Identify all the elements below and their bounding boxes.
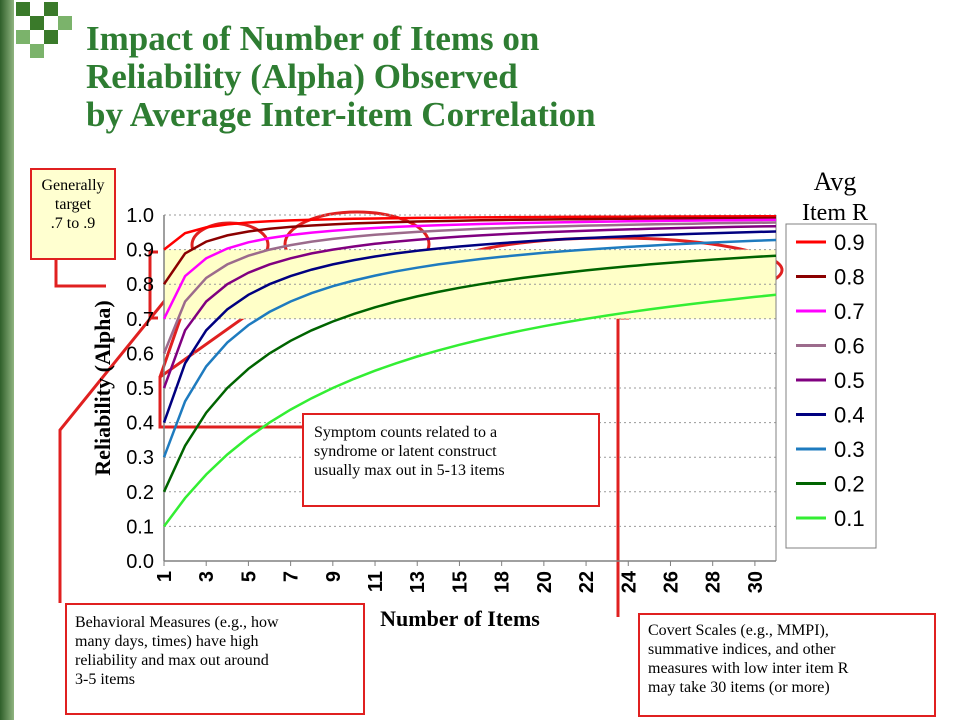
y-tick-label: 0.7 [126, 309, 154, 331]
legend-title-line-2: Item R [802, 200, 868, 226]
behavioral-callout-line-4: 3-5 items [75, 671, 135, 688]
y-tick-label: 0.2 [126, 482, 154, 504]
legend-label: 0.3 [834, 437, 865, 462]
y-axis-title: Reliability (Alpha) [90, 300, 115, 475]
x-tick-label: 30 [745, 571, 767, 593]
x-tick-label: 28 [703, 571, 725, 593]
symptom-callout-line-3: usually max out in 5-13 items [314, 462, 505, 479]
x-axis-title: Number of Items [380, 606, 540, 631]
x-tick-label: 7 [281, 571, 303, 582]
behavioral-callout-line-2: many days, times) have high [75, 633, 259, 650]
target-callout-line-3: .7 to .9 [50, 215, 96, 232]
behavioral-callout-line-3: reliability and max out around [75, 652, 269, 669]
legend-label: 0.5 [834, 368, 865, 393]
legend-label: 0.6 [834, 334, 865, 359]
title-line-1: Impact of Number of Items on [86, 19, 540, 58]
x-tick-label: 24 [618, 570, 640, 593]
x-tick-label: 18 [492, 571, 514, 593]
title-line-3: by Average Inter-item Correlation [86, 95, 596, 134]
x-tick-label: 11 [365, 571, 387, 592]
y-tick-label: 0.8 [126, 274, 154, 296]
plot-area: 0.00.10.20.30.40.50.60.70.80.91.01 3 5 7 9 11… [90, 205, 777, 631]
page-title: Impact of Number of Items on Reliability… [86, 20, 946, 134]
covert-callout-line-1: Covert Scales (e.g., MMPI), [648, 622, 829, 639]
x-tick-label: 22 [576, 571, 598, 593]
slide-sidebar [0, 0, 14, 720]
legend-label: 0.4 [834, 403, 865, 428]
y-tick-label: 0.3 [126, 447, 154, 469]
series-line-0-8 [162, 216, 777, 285]
legend-title: Avg [814, 167, 857, 196]
series-line-0-6 [162, 221, 777, 354]
behavioral-measures-callout: Behavioral Measures (e.g., how many days… [65, 603, 365, 715]
target-pointer [54, 258, 106, 288]
checker-logo-icon [16, 2, 72, 58]
y-tick-label: 0.4 [126, 413, 154, 435]
target-callout-line-2: target [54, 196, 92, 213]
symptom-callout-line-2: syndrome or latent construct [314, 443, 497, 460]
covert-scales-callout: Covert Scales (e.g., MMPI), summative in… [638, 613, 936, 717]
symptom-pointer [158, 260, 323, 429]
series-line-0-4 [162, 230, 777, 424]
legend-label: 0.2 [834, 472, 865, 497]
x-tick-label: 9 [323, 571, 345, 582]
legend-label: 0.9 [834, 230, 865, 255]
y-tick-label: 0.6 [126, 343, 154, 365]
x-tick-label: 3 [196, 571, 218, 582]
title-line-2: Reliability (Alpha) Observed [86, 57, 518, 96]
behavioral-pointer [58, 261, 198, 603]
series-line-0-7 [162, 218, 777, 320]
target-bracket [148, 250, 158, 320]
y-tick-label: 1.0 [126, 205, 154, 227]
x-tick-label: 13 [407, 571, 429, 593]
target-callout-line-1: Generally [41, 177, 105, 194]
series-line-0-2 [162, 254, 777, 493]
x-tick-label: 1 [154, 571, 176, 582]
y-tick-label: 0.0 [126, 551, 154, 573]
covert-callout-line-2: summative indices, and other [648, 641, 836, 658]
legend-label: 0.8 [834, 265, 865, 290]
series-line-0-9 [163, 215, 776, 251]
x-tick-label: 20 [534, 571, 556, 593]
target-range-callout: Generally target .7 to .9 [30, 168, 116, 260]
series-line-0-5 [162, 224, 777, 389]
y-tick-label: 0.1 [126, 516, 154, 538]
symptom-callout-line-1: Symptom counts related to a [314, 424, 498, 441]
covert-callout-line-3: measures with low inter item R [648, 660, 849, 677]
symptom-counts-callout: Symptom counts related to a syndrome or … [302, 413, 600, 507]
legend-label: 0.7 [834, 299, 865, 324]
behavioral-callout-line-1: Behavioral Measures (e.g., how [75, 614, 279, 631]
y-tick-label: 0.5 [126, 378, 154, 400]
legend-label: 0.1 [834, 506, 865, 531]
series-line-0-3 [162, 238, 777, 458]
x-tick-label: 26 [660, 571, 682, 593]
chart-legend: Avg Item R 0.9 0.8 0.7 0.6 0.5 0.4 0.3 0.2 0.1 [785, 167, 877, 549]
x-tick-label: 15 [449, 571, 471, 593]
covert-callout-line-4: may take 30 items (or more) [648, 679, 830, 696]
series-line-0-1 [162, 293, 777, 528]
x-tick-label: 5 [238, 571, 260, 582]
y-tick-label: 0.9 [126, 240, 154, 262]
